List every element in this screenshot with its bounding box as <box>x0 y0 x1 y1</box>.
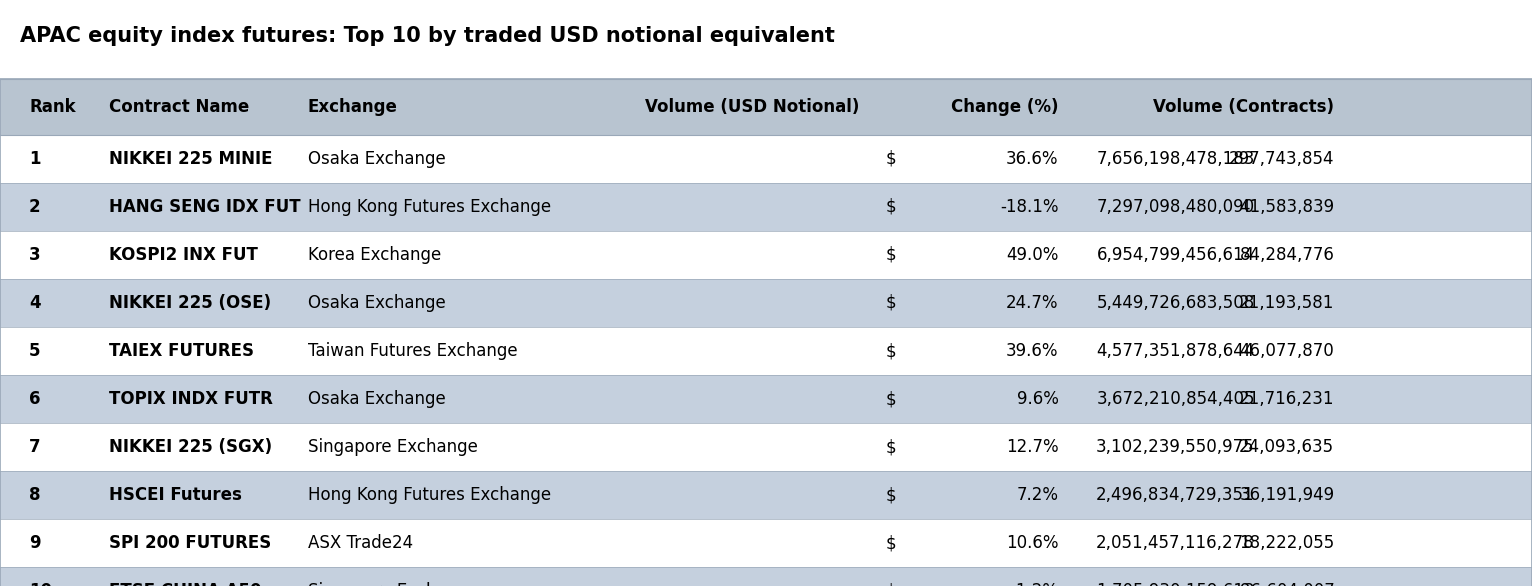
Text: 24.7%: 24.7% <box>1007 294 1059 312</box>
Text: TOPIX INDX FUTR: TOPIX INDX FUTR <box>109 390 273 408</box>
Text: $: $ <box>885 438 896 456</box>
Text: TAIEX FUTURES: TAIEX FUTURES <box>109 342 254 360</box>
Text: 297,743,854: 297,743,854 <box>1229 150 1334 168</box>
Text: $: $ <box>885 198 896 216</box>
Bar <box>0 423 1532 471</box>
Text: 39.6%: 39.6% <box>1007 342 1059 360</box>
Text: 21,716,231: 21,716,231 <box>1239 390 1334 408</box>
Text: 8: 8 <box>29 486 41 504</box>
Text: $: $ <box>885 246 896 264</box>
Text: Contract Name: Contract Name <box>109 98 250 116</box>
Text: KOSPI2 INX FUT: KOSPI2 INX FUT <box>109 246 257 264</box>
Text: 10: 10 <box>29 582 52 586</box>
Text: 9.6%: 9.6% <box>1017 390 1059 408</box>
Text: 36.6%: 36.6% <box>1007 150 1059 168</box>
Text: 7,297,098,480,090: 7,297,098,480,090 <box>1097 198 1255 216</box>
Bar <box>0 135 1532 183</box>
Text: 7: 7 <box>29 438 41 456</box>
Text: 41,583,839: 41,583,839 <box>1239 198 1334 216</box>
Text: 1,705,930,159,613: 1,705,930,159,613 <box>1095 582 1255 586</box>
Text: 6,954,799,456,614: 6,954,799,456,614 <box>1097 246 1255 264</box>
Text: $: $ <box>885 390 896 408</box>
Text: Singapore Exchange: Singapore Exchange <box>308 438 478 456</box>
Text: Change (%): Change (%) <box>951 98 1059 116</box>
Text: 5,449,726,683,508: 5,449,726,683,508 <box>1097 294 1255 312</box>
Bar <box>0 183 1532 231</box>
Text: 5: 5 <box>29 342 41 360</box>
Text: Hong Kong Futures Exchange: Hong Kong Futures Exchange <box>308 198 552 216</box>
Text: 3,672,210,854,405: 3,672,210,854,405 <box>1097 390 1255 408</box>
Text: Volume (USD Notional): Volume (USD Notional) <box>645 98 859 116</box>
Bar <box>0 231 1532 279</box>
Bar <box>0 327 1532 375</box>
Bar <box>0 79 1532 135</box>
Text: $: $ <box>885 294 896 312</box>
Text: 7,656,198,478,183: 7,656,198,478,183 <box>1097 150 1255 168</box>
Text: 4: 4 <box>29 294 41 312</box>
Text: Exchange: Exchange <box>308 98 398 116</box>
Text: FTSE CHINA A50: FTSE CHINA A50 <box>109 582 262 586</box>
Text: 36,191,949: 36,191,949 <box>1239 486 1334 504</box>
Text: Osaka Exchange: Osaka Exchange <box>308 390 446 408</box>
Text: 12.7%: 12.7% <box>1007 438 1059 456</box>
Text: Singapore Exchange: Singapore Exchange <box>308 582 478 586</box>
Text: HSCEI Futures: HSCEI Futures <box>109 486 242 504</box>
Bar <box>0 519 1532 567</box>
Text: NIKKEI 225 (OSE): NIKKEI 225 (OSE) <box>109 294 271 312</box>
Text: 49.0%: 49.0% <box>1007 246 1059 264</box>
Text: NIKKEI 225 (SGX): NIKKEI 225 (SGX) <box>109 438 271 456</box>
Text: Volume (Contracts): Volume (Contracts) <box>1154 98 1334 116</box>
Text: 7.2%: 7.2% <box>1017 486 1059 504</box>
Text: 1: 1 <box>29 150 41 168</box>
Text: $: $ <box>885 342 896 360</box>
Text: 2,051,457,116,278: 2,051,457,116,278 <box>1095 534 1255 552</box>
Text: APAC equity index futures: Top 10 by traded USD notional equivalent: APAC equity index futures: Top 10 by tra… <box>20 26 835 46</box>
Text: $: $ <box>885 582 896 586</box>
Text: 21,193,581: 21,193,581 <box>1239 294 1334 312</box>
Text: $: $ <box>885 534 896 552</box>
Text: 9: 9 <box>29 534 41 552</box>
Text: Taiwan Futures Exchange: Taiwan Futures Exchange <box>308 342 518 360</box>
Text: 84,284,776: 84,284,776 <box>1239 246 1334 264</box>
Text: 2: 2 <box>29 198 41 216</box>
Text: 3: 3 <box>29 246 41 264</box>
Text: 24,093,635: 24,093,635 <box>1239 438 1334 456</box>
Text: 6: 6 <box>29 390 41 408</box>
Text: NIKKEI 225 MINIE: NIKKEI 225 MINIE <box>109 150 273 168</box>
Text: $: $ <box>885 150 896 168</box>
Bar <box>0 375 1532 423</box>
Text: 46,077,870: 46,077,870 <box>1239 342 1334 360</box>
Bar <box>0 279 1532 327</box>
Text: 4,577,351,878,644: 4,577,351,878,644 <box>1097 342 1255 360</box>
Text: 2,496,834,729,351: 2,496,834,729,351 <box>1095 486 1255 504</box>
Text: 18,222,055: 18,222,055 <box>1239 534 1334 552</box>
Text: Korea Exchange: Korea Exchange <box>308 246 441 264</box>
Text: Hong Kong Futures Exchange: Hong Kong Futures Exchange <box>308 486 552 504</box>
Text: 10.6%: 10.6% <box>1007 534 1059 552</box>
Text: $: $ <box>885 486 896 504</box>
Text: -18.1%: -18.1% <box>1000 198 1059 216</box>
Bar <box>0 471 1532 519</box>
Text: Osaka Exchange: Osaka Exchange <box>308 150 446 168</box>
Text: HANG SENG IDX FUT: HANG SENG IDX FUT <box>109 198 300 216</box>
Bar <box>0 567 1532 586</box>
Text: 96,604,007: 96,604,007 <box>1239 582 1334 586</box>
Text: SPI 200 FUTURES: SPI 200 FUTURES <box>109 534 271 552</box>
Text: ASX Trade24: ASX Trade24 <box>308 534 414 552</box>
Text: 3,102,239,550,975: 3,102,239,550,975 <box>1095 438 1255 456</box>
Text: Rank: Rank <box>29 98 75 116</box>
Text: -1.2%: -1.2% <box>1011 582 1059 586</box>
Text: Osaka Exchange: Osaka Exchange <box>308 294 446 312</box>
